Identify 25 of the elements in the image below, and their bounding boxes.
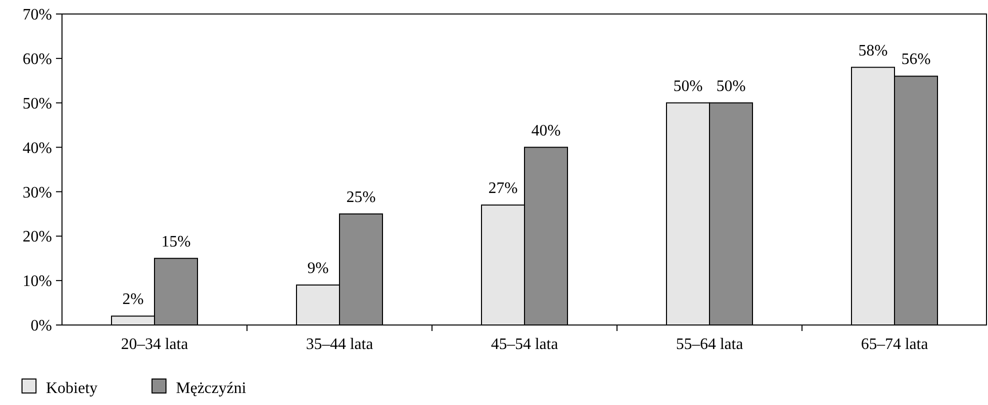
data-label: 27% (488, 180, 518, 198)
data-label: 50% (673, 78, 703, 95)
y-tick-label: 40% (22, 140, 52, 157)
x-tick-label: 65–74 lata (860, 336, 928, 353)
data-label: 25% (346, 188, 376, 206)
x-tick-label: 55–64 lata (676, 336, 744, 353)
x-tick-label: 20–34 lata (120, 336, 188, 353)
data-label: 40% (531, 122, 561, 140)
legend-label: Kobiety (46, 380, 98, 397)
x-tick-label: 45–54 lata (490, 336, 558, 353)
y-tick-label: 50% (22, 95, 52, 112)
y-tick-label: 10% (22, 273, 52, 290)
y-tick-label: 30% (22, 184, 52, 202)
legend-label: Mężczyźni (176, 380, 247, 397)
y-tick-label: 0% (30, 318, 52, 335)
data-label: 56% (901, 51, 931, 68)
data-label: 9% (307, 260, 329, 278)
y-tick-label: 70% (22, 6, 52, 24)
data-label: 15% (161, 233, 191, 250)
data-label: 58% (858, 42, 888, 60)
data-label: 2% (122, 291, 144, 308)
data-label: 50% (716, 78, 746, 95)
y-tick-label: 20% (22, 228, 52, 246)
x-tick-label: 35–44 lata (306, 336, 374, 353)
y-tick-label: 60% (22, 51, 52, 68)
